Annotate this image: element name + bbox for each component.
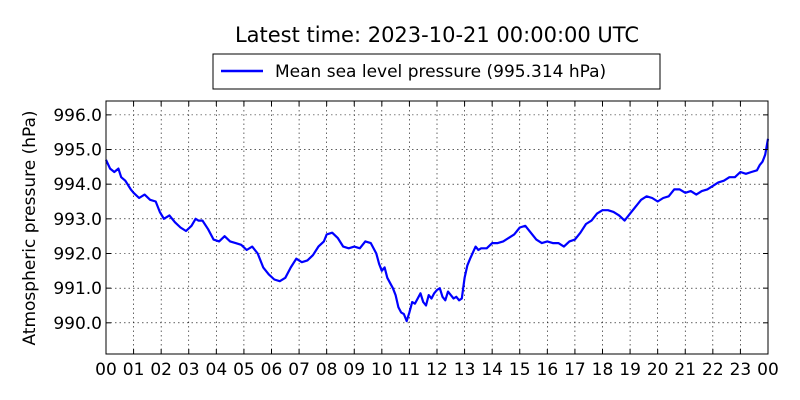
- x-tick-label: 07: [288, 360, 310, 380]
- x-tick-label: 01: [123, 360, 145, 380]
- gridlines: [106, 101, 768, 354]
- y-tick-label: 991.0: [53, 279, 102, 299]
- x-tick-label: 12: [426, 360, 448, 380]
- legend-label: Mean sea level pressure (995.314 hPa): [275, 62, 606, 82]
- x-tick-label: 17: [564, 360, 586, 380]
- x-tick-label: 00: [95, 360, 117, 380]
- x-axis: 00 01 02 03 04 05 06 07 08 09 10 11 12 13 14 15 16 17 18 19…: [95, 101, 779, 380]
- x-tick-label: 20: [647, 360, 669, 380]
- x-tick-label: 14: [481, 360, 503, 380]
- legend-box: [212, 53, 661, 90]
- x-tick-label: 22: [702, 360, 724, 380]
- x-tick-label: 05: [233, 360, 255, 380]
- x-tick-label: 18: [592, 360, 614, 380]
- x-tick-label: 06: [261, 360, 283, 380]
- y-tick-label: 995.0: [53, 141, 102, 161]
- x-tick-label: 10: [371, 360, 393, 380]
- x-tick-label: 11: [399, 360, 421, 380]
- x-tick-label: 19: [619, 360, 641, 380]
- y-tick-label: 990.0: [53, 314, 102, 334]
- chart-title: Latest time: 2023-10-21 00:00:00 UTC: [235, 23, 639, 47]
- series-line-mean-sea-level-pressure: [105, 138, 770, 323]
- y-tick-label: 994.0: [53, 175, 102, 195]
- x-tick-label: 08: [316, 360, 338, 380]
- x-tick-label: 13: [454, 360, 476, 380]
- x-tick-label: 16: [537, 360, 559, 380]
- x-tick-label: 02: [150, 360, 172, 380]
- y-tick-label: 993.0: [53, 210, 102, 230]
- y-axis: 990.0 991.0 992.0 993.0 994.0 995.0 996.0: [53, 106, 768, 334]
- y-tick-label: 996.0: [53, 106, 102, 126]
- x-tick-label: 09: [343, 360, 365, 380]
- y-tick-label: 992.0: [53, 244, 102, 264]
- x-tick-label: 04: [206, 360, 228, 380]
- x-tick-label: 03: [178, 360, 200, 380]
- x-tick-label: 15: [509, 360, 531, 380]
- x-tick-label: 21: [674, 360, 696, 380]
- x-tick-label: 23: [730, 360, 752, 380]
- legend: Mean sea level pressure (995.314 hPa): [212, 53, 661, 90]
- x-tick-label: 00: [757, 360, 779, 380]
- y-axis-label: Atmospheric pressure (hPa): [20, 110, 40, 345]
